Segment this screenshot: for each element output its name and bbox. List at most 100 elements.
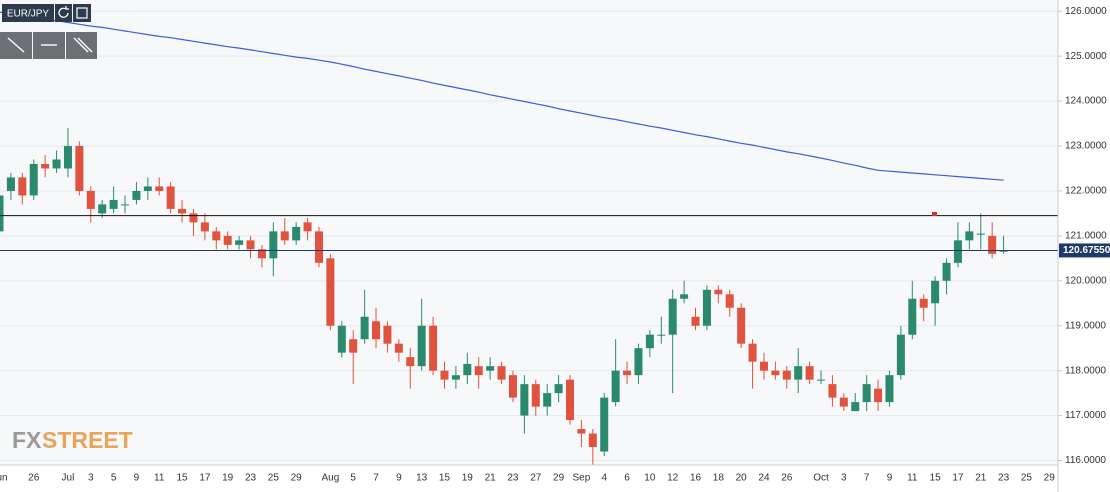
candle-body [235,240,244,245]
candle-body [18,177,27,196]
candle-body [349,339,358,353]
candle-body [451,375,460,380]
y-tick-label: 120.0000 [1065,275,1107,286]
candle-body [611,370,620,403]
candle-body [805,366,814,380]
candle-body [394,343,403,353]
refresh-icon [58,6,69,18]
moving-average [0,11,1004,181]
x-tick-label: 29 [553,473,565,484]
x-tick-label: 23 [998,473,1010,484]
symbol: EUR/JPY [7,9,50,20]
y-tick-label: 118.0000 [1065,365,1106,376]
x-tick-label: 24 [758,473,770,484]
calendar-button[interactable] [73,4,91,22]
candle-body [623,370,632,376]
x-tick-label: 5 [350,473,356,484]
refresh-button[interactable] [55,4,72,22]
x-tick-label: Jul [62,473,75,484]
x-tick-label: 18 [713,473,725,484]
x-tick-label: 9 [887,473,893,484]
candle-body [75,146,84,191]
candle-body [6,177,15,191]
calendar-icon [76,7,88,19]
alert-marker [932,212,937,216]
candle-body [508,375,517,398]
candle-body [360,316,369,340]
x-tick-label: Aug [321,473,339,484]
watermark-street: STREET [42,427,133,453]
x-tick-label: 11 [154,473,165,484]
x-tick-label: 20 [736,473,748,484]
candle-body [965,231,974,241]
candle-body [782,370,791,380]
candle-body [634,348,643,376]
y-tick-label: 121.0000 [1065,231,1107,242]
candle-body [429,325,438,371]
candle-body [588,433,597,448]
candle-body [314,231,323,263]
candle-body [463,363,472,376]
candle-body [874,388,883,403]
symbol-box[interactable] [2,4,54,22]
x-tick-label: 26 [28,473,40,484]
y-tick-label: 117.0000 [1065,410,1106,421]
candle-body [121,204,130,206]
current-price-box [1059,243,1110,258]
candle-body [566,379,574,421]
plot [0,10,1058,465]
x-tick-label: 11 [907,473,918,484]
x-tick-label: 13 [416,473,428,484]
candle-body [257,249,266,259]
x-tick-label: Jun [0,473,8,484]
candle-body [98,204,107,214]
candle-body [440,370,449,380]
y-tick-label: 116.0000 [1065,455,1106,466]
y-tick-label: 122.0000 [1065,186,1107,197]
candle-body [748,343,757,362]
candle-body [759,361,768,371]
tool-icon [7,37,25,53]
y-tick-label: 126.0000 [1065,6,1107,17]
candle-body [531,384,540,407]
candle-body [246,240,255,250]
x-tick-label: 3 [88,473,94,484]
candle-body [189,213,198,223]
candle-body [143,186,152,191]
candle-body [212,231,221,241]
candle-body [543,393,552,407]
candle-body [737,307,746,344]
candle-body [554,384,563,394]
candle-body [896,334,905,376]
candle-body [999,250,1008,252]
candle-body [474,366,483,376]
candle-body [725,294,734,308]
candle-body [839,397,848,407]
x-tick-label: 3 [841,473,847,484]
current-price-label: 120.67550 [1063,245,1110,256]
candle-body [976,233,985,235]
x-tick-label: 9 [396,473,402,484]
x-tick-label: 17 [199,473,211,484]
candle-body [372,321,381,340]
candle-body [178,208,187,214]
candle-body [908,298,917,335]
candle-body [988,235,997,254]
candle-body [52,159,61,169]
x-tick-label: 7 [864,473,870,484]
x-tick-label: 12 [667,473,679,484]
candle-body [942,262,951,281]
candle-body [862,384,871,403]
candle-body [406,357,415,367]
x-tick-label: Sep [573,473,591,484]
toolbar: EUR/JPY [0,4,97,59]
candle-body [817,379,826,381]
watermark-fx: FX [12,427,42,453]
x-tick-label: 6 [624,473,630,484]
candle-body [132,190,141,200]
candle-body [668,298,677,335]
candle-body [109,199,118,209]
x-tick-label: 29 [291,473,303,484]
tool-icon [77,37,93,53]
